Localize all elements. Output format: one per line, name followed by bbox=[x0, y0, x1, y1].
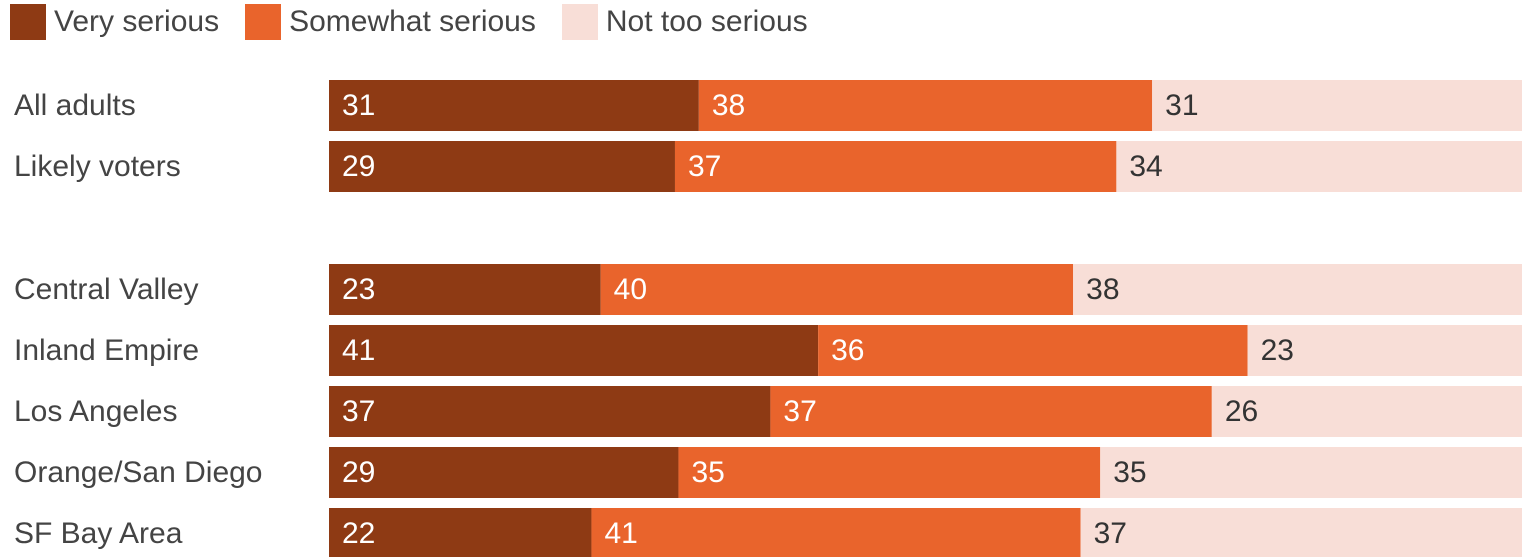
bar-not-too-serious-all-adults bbox=[1152, 80, 1522, 131]
data-label-somewhat-serious-inland-empire: 36 bbox=[831, 334, 864, 367]
data-label-very-serious-all-adults: 31 bbox=[342, 89, 375, 122]
category-label-all-adults: All adults bbox=[14, 89, 136, 122]
data-label-not-too-serious-likely-voters: 34 bbox=[1129, 150, 1162, 183]
data-label-somewhat-serious-likely-voters: 37 bbox=[688, 150, 721, 183]
data-label-not-too-serious-inland-empire: 23 bbox=[1261, 334, 1294, 367]
legend-swatch-somewhat-serious bbox=[245, 4, 282, 40]
data-label-not-too-serious-los-angeles: 26 bbox=[1225, 395, 1258, 428]
category-label-los-angeles: Los Angeles bbox=[14, 395, 177, 428]
bar-very-serious-likely-voters bbox=[329, 141, 675, 192]
data-label-not-too-serious-sf-bay-area: 37 bbox=[1094, 517, 1127, 550]
bar-somewhat-serious-likely-voters bbox=[674, 141, 1117, 192]
legend-label: Not too serious bbox=[605, 5, 808, 38]
bar-very-serious-los-angeles bbox=[329, 386, 771, 437]
bar-somewhat-serious-inland-empire bbox=[818, 325, 1248, 376]
bar-somewhat-serious-central-valley bbox=[600, 264, 1074, 315]
data-label-not-too-serious-orange-san-diego: 35 bbox=[1113, 456, 1146, 489]
data-label-not-too-serious-all-adults: 31 bbox=[1165, 89, 1198, 122]
data-label-very-serious-inland-empire: 41 bbox=[342, 334, 375, 367]
data-label-not-too-serious-central-valley: 38 bbox=[1086, 273, 1119, 306]
data-label-somewhat-serious-orange-san-diego: 35 bbox=[691, 456, 724, 489]
bar-very-serious-all-adults bbox=[329, 80, 699, 131]
bar-somewhat-serious-all-adults bbox=[698, 80, 1153, 131]
category-label-inland-empire: Inland Empire bbox=[14, 334, 199, 367]
bar-very-serious-orange-san-diego bbox=[329, 447, 679, 498]
category-label-central-valley: Central Valley bbox=[14, 273, 199, 306]
legend: Very serious Somewhat serious Not too se… bbox=[10, 2, 834, 42]
data-label-somewhat-serious-central-valley: 40 bbox=[614, 273, 647, 306]
legend-item-very-serious: Very serious bbox=[10, 4, 219, 40]
legend-item-not-too-serious: Not too serious bbox=[561, 4, 808, 40]
category-label-likely-voters: Likely voters bbox=[14, 150, 181, 183]
data-label-somewhat-serious-sf-bay-area: 41 bbox=[604, 517, 637, 550]
bar-not-too-serious-los-angeles bbox=[1211, 386, 1522, 437]
data-label-very-serious-likely-voters: 29 bbox=[342, 150, 375, 183]
bar-somewhat-serious-orange-san-diego bbox=[678, 447, 1101, 498]
legend-label: Very serious bbox=[54, 5, 220, 38]
legend-swatch-very-serious bbox=[10, 4, 46, 40]
bar-not-too-serious-likely-voters bbox=[1116, 141, 1522, 192]
bar-very-serious-sf-bay-area bbox=[329, 508, 592, 557]
bar-not-too-serious-central-valley bbox=[1073, 264, 1522, 315]
data-label-very-serious-central-valley: 23 bbox=[342, 273, 375, 306]
category-label-sf-bay-area: SF Bay Area bbox=[14, 517, 183, 550]
legend-item-somewhat-serious: Somewhat serious bbox=[245, 4, 536, 40]
data-label-very-serious-los-angeles: 37 bbox=[342, 395, 375, 428]
bar-not-too-serious-inland-empire bbox=[1247, 325, 1522, 376]
bar-somewhat-serious-sf-bay-area bbox=[591, 508, 1081, 557]
bar-very-serious-inland-empire bbox=[329, 325, 819, 376]
data-label-very-serious-sf-bay-area: 22 bbox=[342, 517, 375, 550]
bar-not-too-serious-sf-bay-area bbox=[1080, 508, 1522, 557]
bar-very-serious-central-valley bbox=[329, 264, 601, 315]
data-label-somewhat-serious-los-angeles: 37 bbox=[783, 395, 816, 428]
data-label-very-serious-orange-san-diego: 29 bbox=[342, 456, 375, 489]
data-label-somewhat-serious-all-adults: 38 bbox=[712, 89, 745, 122]
category-label-orange-san-diego: Orange/San Diego bbox=[14, 456, 263, 489]
bar-somewhat-serious-los-angeles bbox=[770, 386, 1212, 437]
legend-label: Somewhat serious bbox=[289, 5, 536, 38]
bar-not-too-serious-orange-san-diego bbox=[1100, 447, 1522, 498]
legend-swatch-not-too-serious bbox=[561, 4, 598, 40]
